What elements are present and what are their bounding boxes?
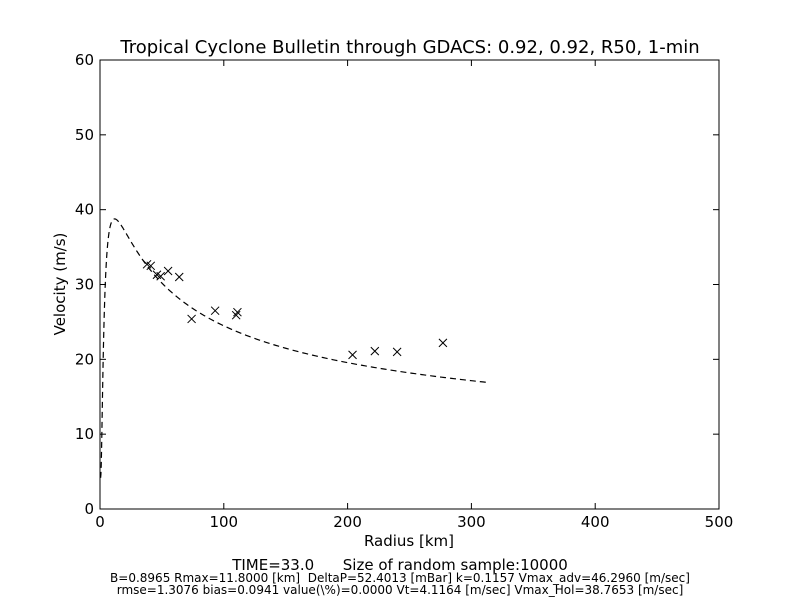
- x-tick-label: 500: [705, 513, 734, 531]
- x-axis-label: Radius [km]: [364, 532, 454, 550]
- observation-point: [438, 338, 448, 348]
- fit-curve-layer: [100, 218, 487, 478]
- observation-point: [231, 310, 241, 320]
- footer-line-2: B=0.8965 Rmax=11.8000 [km] DeltaP=52.401…: [110, 571, 690, 585]
- x-tick-label: 200: [333, 513, 362, 531]
- observation-point: [210, 306, 220, 316]
- observation-point: [146, 261, 156, 271]
- y-tick-label: 30: [75, 276, 94, 294]
- observation-point: [392, 347, 402, 357]
- x-tick-label: 300: [457, 513, 486, 531]
- observation-point: [348, 350, 357, 360]
- observation-point: [187, 314, 196, 324]
- chart-title: Tropical Cyclone Bulletin through GDACS:…: [119, 37, 699, 58]
- x-tick-label: 100: [209, 513, 238, 531]
- axis-ticks: 0 100 200 300 400 500 0 10 20 30 40 50 60: [75, 51, 733, 531]
- footer-line-3: rmse=1.3076 bias=0.0941 value(\%)=0.0000…: [117, 583, 684, 597]
- observation-point: [163, 266, 173, 276]
- observation-point: [370, 346, 380, 356]
- y-tick-label: 20: [75, 350, 94, 368]
- y-tick-label: 60: [75, 51, 94, 69]
- y-tick-label: 10: [75, 425, 94, 443]
- y-tick-label: 0: [84, 500, 94, 518]
- observation-point: [233, 307, 242, 317]
- y-tick-label: 50: [75, 126, 94, 144]
- x-tick-label: 0: [95, 513, 105, 531]
- observation-point: [174, 272, 184, 282]
- y-axis-label: Velocity (m/s): [51, 233, 69, 336]
- observation-point: [156, 271, 166, 281]
- footer-line-1: TIME=33.0 Size of random sample:10000: [231, 556, 568, 574]
- observation-markers: [142, 259, 448, 360]
- y-tick-label: 40: [75, 201, 94, 219]
- x-tick-label: 400: [581, 513, 610, 531]
- fit-curve: [100, 218, 487, 478]
